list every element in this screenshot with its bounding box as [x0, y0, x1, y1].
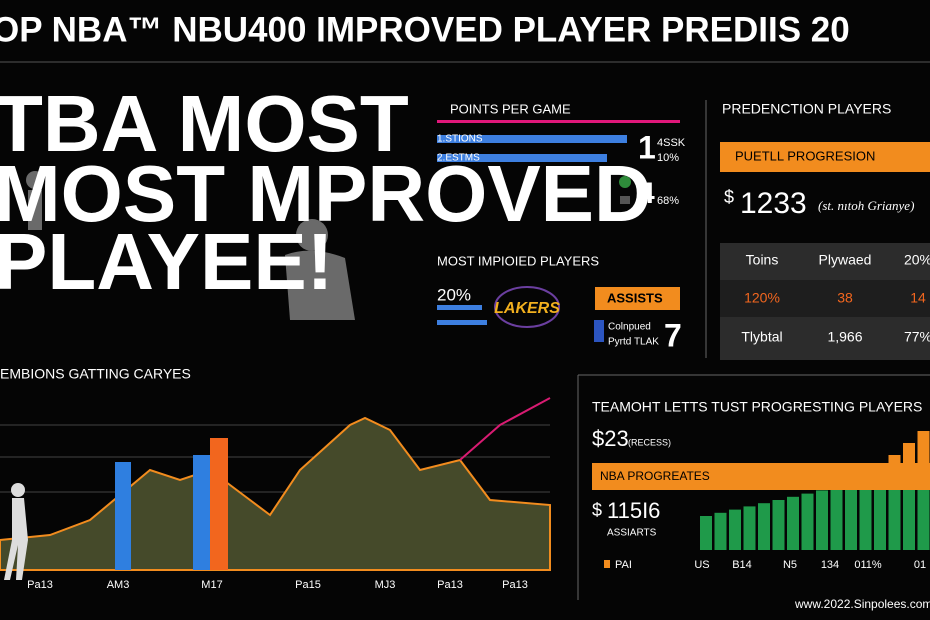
trend-line — [459, 397, 551, 461]
x-axis: Pa13 AM3 M17 Pa15 MJ3 Pa13 Pa13 — [27, 579, 528, 591]
logo-ring — [494, 286, 560, 328]
header-title: OP NBA™ NBU400 IMPROVED PLAYER PREDIIS 2… — [0, 10, 850, 49]
x-tick-label: 011% — [854, 559, 882, 571]
banner — [720, 142, 930, 172]
x-tick-label: MJ3 — [375, 579, 396, 591]
small-stat: 68% — [657, 195, 679, 207]
hero-line: PLAYEE! — [0, 217, 333, 306]
area — [0, 416, 551, 571]
currency: $ — [724, 187, 734, 207]
caption: (st. nıtoh Grianye) — [818, 198, 914, 213]
hero-line: MOST MPROVED — [0, 149, 652, 238]
bar — [859, 480, 872, 550]
table-cell: Plywaed — [819, 252, 872, 268]
bar — [714, 512, 727, 550]
x-tick-label: B14 — [732, 559, 752, 571]
bar — [830, 487, 843, 550]
stat-note: (RECESS) — [628, 437, 671, 447]
bar — [758, 503, 770, 550]
accent-line — [437, 120, 680, 123]
table-cell: 38 — [837, 290, 853, 306]
panel-title: POINTS PER GAME — [450, 101, 571, 116]
banner — [592, 463, 930, 490]
bar — [743, 506, 756, 550]
big-stat: 7 — [664, 317, 682, 353]
x-tick-label: N5 — [783, 559, 797, 571]
bar — [772, 500, 785, 550]
stat: $23 — [592, 426, 629, 451]
x-tick-label: Pa15 — [295, 579, 321, 591]
bar — [874, 477, 886, 550]
x-tick-label: 01 — [914, 559, 926, 571]
amount: 1233 — [740, 187, 807, 220]
legend-label: PAI — [615, 559, 632, 571]
table-cell: 77% — [904, 329, 930, 345]
small-stat: 10% — [657, 152, 679, 164]
bar — [700, 516, 712, 550]
x-tick-label: M17 — [201, 579, 222, 591]
panel-title: PREDENCTION PLAYERS — [722, 101, 891, 117]
big-stat: 1 — [638, 129, 656, 165]
x-tick-label: US — [694, 559, 709, 571]
table-cell: Tlybtal — [741, 329, 782, 345]
panel-title: MOST IMPIOIED PLAYERS — [437, 253, 599, 268]
badge — [595, 287, 680, 310]
chart-title: EMBIONS GATTING CARYES — [0, 366, 191, 382]
bar — [816, 490, 828, 550]
chart-title: TEAMOHT LETTS TUST PROGRESTING PLAYERS — [592, 399, 922, 415]
x-tick-label: 134 — [821, 559, 839, 571]
bar — [888, 474, 901, 550]
bars — [700, 431, 930, 550]
silhouettes — [26, 171, 355, 320]
table: Toins Plywaed 20% 120% 38 14 Tlybtal 1,966 77% — [741, 252, 930, 345]
stat: 115I6 — [607, 498, 660, 523]
small-stat: 4SSK — [657, 137, 686, 149]
bar — [210, 438, 228, 570]
banner-label: NBA PROGREATES — [600, 469, 710, 483]
runner — [4, 483, 28, 580]
bar — [917, 431, 930, 468]
note: Colnpued — [608, 322, 651, 333]
note: Pyrtd TLAK — [608, 337, 659, 348]
bar — [729, 509, 741, 550]
row-label: 2.ESTMS — [437, 153, 480, 164]
bar — [437, 320, 487, 325]
team-logo: LAKERS — [494, 300, 560, 317]
badge-label: ASSISTS — [607, 290, 663, 305]
x-tick-label: Pa13 — [502, 579, 528, 591]
x-axis: US B14 N5 134 011% 01 — [694, 559, 926, 571]
bar — [437, 135, 627, 143]
row-label: 1.STIONS — [437, 134, 483, 145]
table-row-bg — [720, 280, 930, 317]
stat-note: ASSIARTS — [607, 528, 657, 539]
table-cell: 14 — [910, 290, 926, 306]
x-tick-label: Pa13 — [437, 579, 463, 591]
percent: 20% — [437, 285, 471, 304]
icon — [620, 196, 630, 204]
bar — [845, 484, 857, 550]
bar — [437, 154, 607, 162]
bar — [903, 471, 915, 550]
currency: $ — [592, 500, 602, 520]
bar — [193, 455, 210, 570]
icon — [619, 176, 631, 188]
table-cell: 1,966 — [827, 329, 862, 345]
table-cell: 20% — [904, 252, 930, 268]
hero-line: TBA MOST — [0, 79, 409, 168]
x-tick-label: Pa13 — [27, 579, 53, 591]
bar — [115, 462, 131, 570]
bar — [801, 493, 814, 550]
bar — [787, 496, 799, 550]
footer-url: www.2022.Sinpolees.com — [794, 597, 930, 611]
legend-swatch — [604, 560, 610, 568]
big-stat: 4 — [638, 177, 655, 210]
bar — [437, 305, 482, 310]
icon — [594, 320, 604, 342]
table-cell: 120% — [744, 290, 780, 306]
table-cell: Toins — [746, 252, 779, 268]
banner-label: PUETLL PROGRESION — [735, 148, 875, 163]
x-tick-label: AM3 — [107, 579, 130, 591]
